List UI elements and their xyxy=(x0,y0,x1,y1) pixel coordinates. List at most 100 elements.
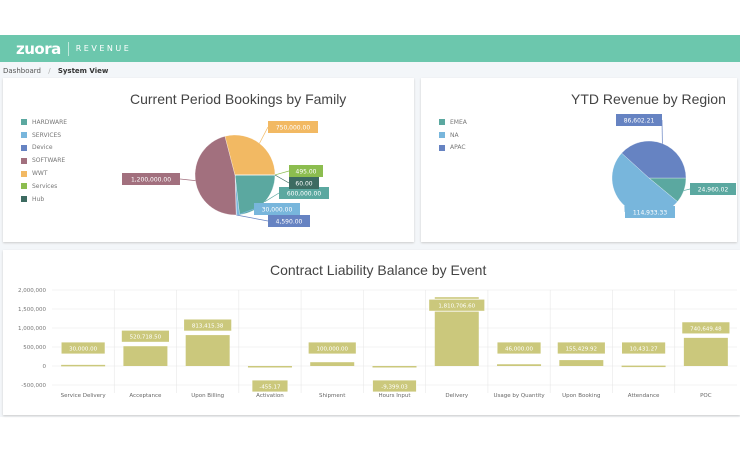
liability-panel: Contract Liability Balance by Event 2,00… xyxy=(3,250,740,415)
data-label-bg xyxy=(121,329,170,343)
bar-upon-billing xyxy=(185,335,230,366)
data-label: 1,200,000.00 xyxy=(131,177,171,184)
legend-label: Hub xyxy=(32,195,45,203)
region-pie-chart: 24,960.02 114,933.33 86,602.21 xyxy=(611,114,736,218)
legend-swatch xyxy=(21,170,27,177)
leader-line xyxy=(236,214,269,222)
legend-item[interactable]: SOFTWARE xyxy=(21,154,67,167)
product-name: REVENUE xyxy=(75,44,132,53)
legend-label: Device xyxy=(32,144,53,152)
x-tick-label: Activation xyxy=(256,393,284,399)
x-tick-label: Service Delivery xyxy=(61,393,107,399)
legend-swatch xyxy=(21,157,27,164)
data-label-bg xyxy=(60,341,106,355)
region-title: YTD Revenue by Region xyxy=(571,91,726,107)
region-legend: EMEA NA APAC xyxy=(439,116,467,154)
bar-upon-booking xyxy=(559,360,604,366)
data-label-bg xyxy=(268,215,310,227)
bookings-panel: Current Period Bookings by Family HARDWA… xyxy=(3,78,414,242)
leader-line xyxy=(274,174,290,184)
x-tick-label: Acceptance xyxy=(129,393,162,399)
y-tick-label: -500,000 xyxy=(21,383,46,389)
data-label-bg xyxy=(279,187,329,199)
pie-slice-hardware xyxy=(234,174,276,215)
leader-line xyxy=(237,208,255,216)
legend-label: EMEA xyxy=(450,118,467,126)
data-label-bg xyxy=(625,206,675,218)
y-tick-label: 1,000,000 xyxy=(18,326,46,332)
bar-shipment xyxy=(310,362,355,366)
legend-item[interactable]: NA xyxy=(439,129,467,142)
legend-label: NA xyxy=(450,131,459,139)
x-tick-label: Upon Billing xyxy=(191,393,224,399)
legend-item[interactable]: EMEA xyxy=(439,116,467,129)
leader-line xyxy=(179,178,196,181)
legend-label: HARDWARE xyxy=(32,118,68,126)
legend-label: SOFTWARE xyxy=(32,157,66,165)
data-label-bg xyxy=(289,165,323,177)
data-label-bg xyxy=(621,341,666,355)
legend-label: WWT xyxy=(32,170,48,178)
data-label: 1,810,706.60 xyxy=(438,304,475,310)
data-label-bg xyxy=(372,379,417,393)
legend-item[interactable]: HARDWARE xyxy=(21,116,67,129)
data-label-bg xyxy=(254,203,300,215)
data-label: -455.17 xyxy=(259,385,281,391)
bar-acceptance xyxy=(123,346,168,366)
data-label-bg xyxy=(251,379,289,393)
bookings-title: Current Period Bookings by Family xyxy=(130,91,347,107)
legend-item[interactable]: Services xyxy=(21,180,67,193)
data-label-bg xyxy=(690,183,736,195)
legend-swatch xyxy=(439,132,445,139)
breadcrumb: Dashboard / System View xyxy=(3,67,108,75)
data-label: 46,000.00 xyxy=(505,347,533,353)
data-label-bg xyxy=(183,318,233,332)
legend-swatch xyxy=(21,119,27,126)
breadcrumb-dashboard[interactable]: Dashboard xyxy=(3,67,41,75)
bar-hours-input xyxy=(372,366,417,368)
legend-item[interactable]: WWT xyxy=(21,167,67,180)
legend-item[interactable]: Device xyxy=(21,142,67,155)
data-label-bg xyxy=(268,121,318,133)
legend-swatch xyxy=(21,144,27,151)
breadcrumb-divider: / xyxy=(48,67,51,75)
data-label: 520,718.50 xyxy=(130,335,162,341)
legend-item[interactable]: APAC xyxy=(439,142,467,155)
leader-line xyxy=(259,126,269,144)
legend-swatch xyxy=(21,183,27,190)
data-label-bg xyxy=(428,298,486,312)
legend-swatch xyxy=(439,119,445,126)
data-label: -9,399.03 xyxy=(381,385,408,391)
data-label-bg xyxy=(681,321,731,335)
app-header: zuora REVENUE xyxy=(0,35,740,62)
data-label-bg xyxy=(556,341,606,355)
x-tick-label: Usage by Quantity xyxy=(493,393,545,399)
legend-label: Services xyxy=(32,182,58,190)
data-label-bg xyxy=(496,341,542,355)
zuora-logo[interactable]: zuora xyxy=(16,39,61,58)
data-label: 750,000.00 xyxy=(276,125,311,132)
data-label-bg xyxy=(122,173,180,185)
data-label: 4,590.00 xyxy=(276,219,303,226)
legend-swatch xyxy=(21,196,27,203)
legend-item[interactable]: SERVICES xyxy=(21,129,67,142)
liability-title: Contract Liability Balance by Event xyxy=(270,262,487,278)
bar-usage-by-quantity xyxy=(497,364,542,366)
x-tick-label: POC xyxy=(700,393,712,399)
y-tick-label: 500,000 xyxy=(23,345,46,351)
legend-item[interactable]: Hub xyxy=(21,193,67,206)
bookings-legend: HARDWARE SERVICES Device SOFTWARE WWT Service… xyxy=(21,116,67,206)
legend-swatch xyxy=(439,144,445,151)
data-label-bg xyxy=(307,341,357,355)
y-tick-label: 1,500,000 xyxy=(18,307,46,313)
bar-service-delivery xyxy=(61,364,106,367)
legend-swatch xyxy=(21,132,27,139)
data-label: 60.00 xyxy=(295,181,312,188)
data-label: 114,933.33 xyxy=(633,210,668,217)
y-tick-label: 0 xyxy=(43,364,47,370)
x-tick-label: Shipment xyxy=(319,393,346,399)
legend-label: SERVICES xyxy=(32,131,62,139)
breadcrumb-current: System View xyxy=(57,67,109,75)
bar-attendance xyxy=(621,365,666,368)
divider xyxy=(67,41,69,56)
